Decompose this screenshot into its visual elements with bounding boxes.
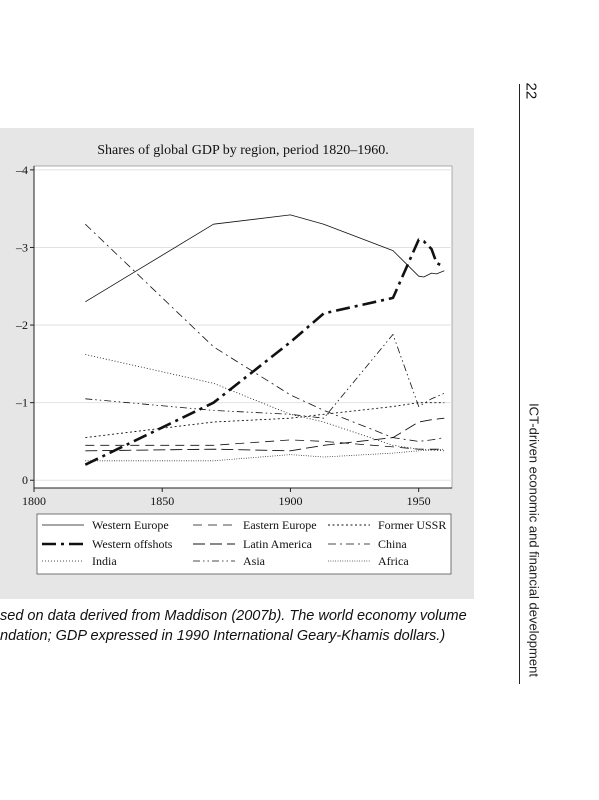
- series-line-latin-america: [85, 417, 445, 452]
- running-head: ICT-driven economic and financial develo…: [526, 0, 542, 800]
- series-line-asia: [85, 334, 445, 419]
- x-tick-label: 1850: [150, 494, 174, 508]
- legend-label-asia: Asia: [243, 554, 266, 568]
- figure-caption: sed on data derived from Maddison (2007b…: [0, 606, 520, 646]
- line-chart: Shares of global GDP by region, period 1…: [15, 143, 453, 575]
- series-line-western-offshots: [84, 238, 445, 466]
- axes: 0 –1 –2 –3 –4 1800 1850 1900 1950: [15, 163, 452, 508]
- plot-area: [33, 165, 453, 489]
- legend-label-latin-america: Latin America: [243, 537, 313, 551]
- legend-label-eastern-europe: Eastern Europe: [243, 518, 317, 532]
- y-tick-label: –3: [15, 240, 28, 254]
- x-tick-label: 1950: [407, 494, 431, 508]
- legend-label-western-europe: Western Europe: [92, 518, 169, 532]
- caption-line-1: sed on data derived from Maddison (2007b…: [0, 608, 467, 624]
- caption-line-2: ndation; GDP expressed in 1990 Internati…: [0, 628, 446, 644]
- series-lines: [84, 214, 445, 466]
- series-line-western-europe: [85, 214, 445, 303]
- legend-label-western-offshots: Western offshots: [92, 537, 173, 551]
- x-tick-label: 1800: [22, 494, 46, 508]
- series-line-eastern-europe: [85, 439, 445, 450]
- series-line-africa: [85, 448, 445, 462]
- legend-label-africa: Africa: [378, 554, 409, 568]
- gridlines: [34, 169, 452, 481]
- chart-title: Shares of global GDP by region, period 1…: [97, 143, 389, 158]
- series-line-china: [85, 223, 445, 442]
- legend-label-india: India: [92, 554, 117, 568]
- series-line-former-ussr: [85, 402, 445, 439]
- legend-box: [36, 513, 452, 575]
- y-tick-label: –2: [15, 318, 28, 332]
- running-head-rule: [519, 84, 520, 684]
- legend-label-former-ussr: Former USSR: [378, 518, 446, 532]
- running-head-text: ICT-driven economic and financial develo…: [526, 403, 542, 677]
- chart-panel: Shares of global GDP by region, period 1…: [0, 128, 474, 599]
- x-tick-label: 1900: [278, 494, 302, 508]
- y-tick-label: –1: [15, 396, 28, 410]
- legend: Western Europe Eastern Europe Former USSR W…: [36, 513, 452, 575]
- y-tick-label: 0: [22, 473, 28, 487]
- legend-label-china: China: [378, 537, 407, 551]
- y-tick-label: –4: [15, 163, 28, 177]
